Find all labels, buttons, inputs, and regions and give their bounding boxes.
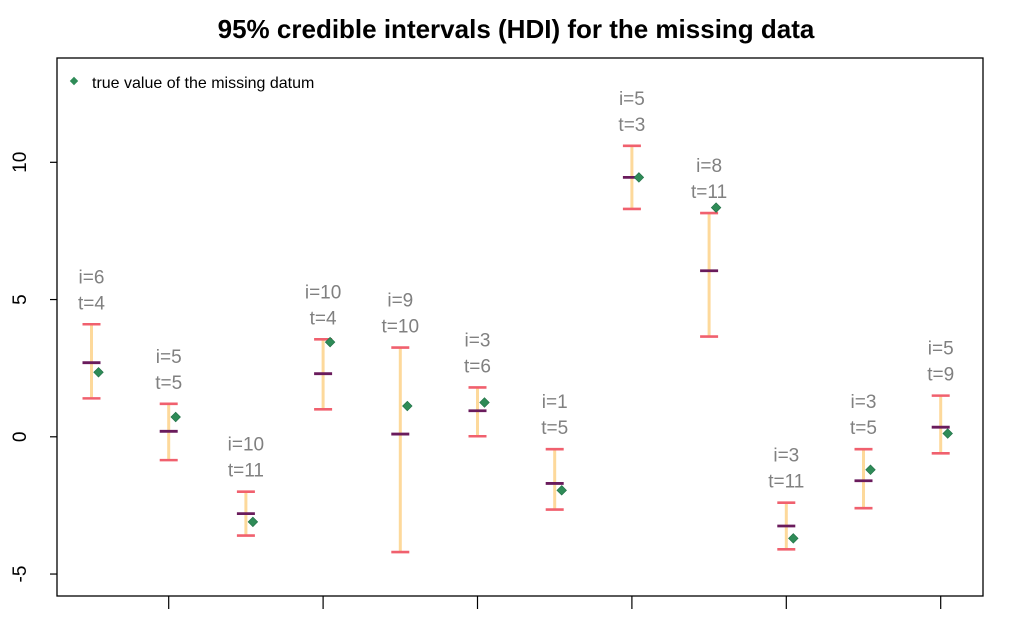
interval-group: i=3 t=11 — [768, 446, 804, 551]
legend-label: true value of the missing datum — [92, 75, 314, 92]
annotation-i: i=3 — [773, 446, 799, 467]
true-value-marker — [633, 172, 645, 183]
annotation-t: t=9 — [927, 365, 954, 386]
interval-group: i=8 t=11 — [691, 156, 727, 338]
chart-marks: i=6t=4i=5t=5i=10t=11i=10t=4i=9t=10i=3t=6… — [78, 89, 954, 554]
interval-group: i=3t=5 — [850, 392, 877, 510]
true-value-marker — [324, 336, 336, 348]
annotation-i: i=6 — [79, 267, 105, 288]
interval-group: i=10 t=4 — [305, 282, 341, 411]
interval-group: i=1t=5 — [541, 392, 568, 511]
annotation-t: t=6 — [464, 356, 491, 377]
true-value-marker — [710, 202, 722, 213]
true-value-marker — [402, 400, 413, 412]
annotation-t: t=5 — [155, 373, 182, 394]
annotation-i: i=5 — [619, 89, 645, 110]
x-axis — [168, 596, 942, 609]
annotation-t: t=3 — [618, 115, 645, 136]
interval-group: i=6t=4 — [78, 267, 105, 400]
interval-group: i=5t=3 — [618, 89, 645, 211]
interval-group: i=5t=9 — [927, 339, 954, 455]
annotation-t: t=11 — [768, 472, 804, 493]
chart-title: 95% credible intervals (HDI) for the mis… — [218, 14, 815, 44]
annotation-i: i=9 — [387, 291, 413, 312]
annotation-i: i=10 — [228, 435, 264, 456]
true-value-marker — [93, 367, 104, 378]
y-axis: -5 0 5 10 — [10, 152, 57, 583]
y-tick-label: 0 — [10, 432, 31, 443]
annotation-i: i=5 — [156, 347, 182, 368]
annotation-t: t=4 — [310, 308, 337, 329]
annotation-i: i=1 — [542, 392, 568, 413]
annotation-t: t=4 — [78, 293, 105, 314]
y-tick-label: 5 — [10, 294, 31, 305]
annotation-t: t=5 — [850, 418, 877, 439]
annotation-i: i=8 — [696, 156, 722, 177]
annotation-i: i=3 — [465, 330, 491, 351]
true-value-marker — [788, 533, 799, 544]
y-tick-label: 10 — [10, 152, 31, 173]
interval-group: i=3t=6 — [464, 330, 491, 438]
annotation-i: i=5 — [928, 339, 954, 360]
legend-marker — [69, 76, 79, 86]
plot-border — [56, 57, 984, 597]
annotation-t: t=11 — [691, 182, 727, 203]
interval-group: i=9 t=10 — [382, 291, 420, 554]
interval-group: i=5t=5 — [155, 347, 182, 462]
true-value-marker — [247, 516, 259, 528]
annotation-t: t=5 — [541, 418, 568, 439]
annotation-t: t=11 — [228, 461, 264, 482]
legend: true value of the missing datum — [69, 75, 314, 92]
true-value-marker — [556, 485, 567, 496]
annotation-i: i=3 — [851, 392, 877, 413]
y-tick-label: -5 — [10, 566, 31, 583]
true-value-marker — [479, 397, 490, 408]
true-value-marker — [170, 411, 181, 423]
interval-group: i=10 t=11 — [228, 435, 264, 537]
true-value-marker — [865, 464, 876, 475]
annotation-i: i=10 — [305, 282, 341, 303]
true-value-marker — [942, 428, 953, 439]
annotation-t: t=10 — [382, 317, 420, 338]
